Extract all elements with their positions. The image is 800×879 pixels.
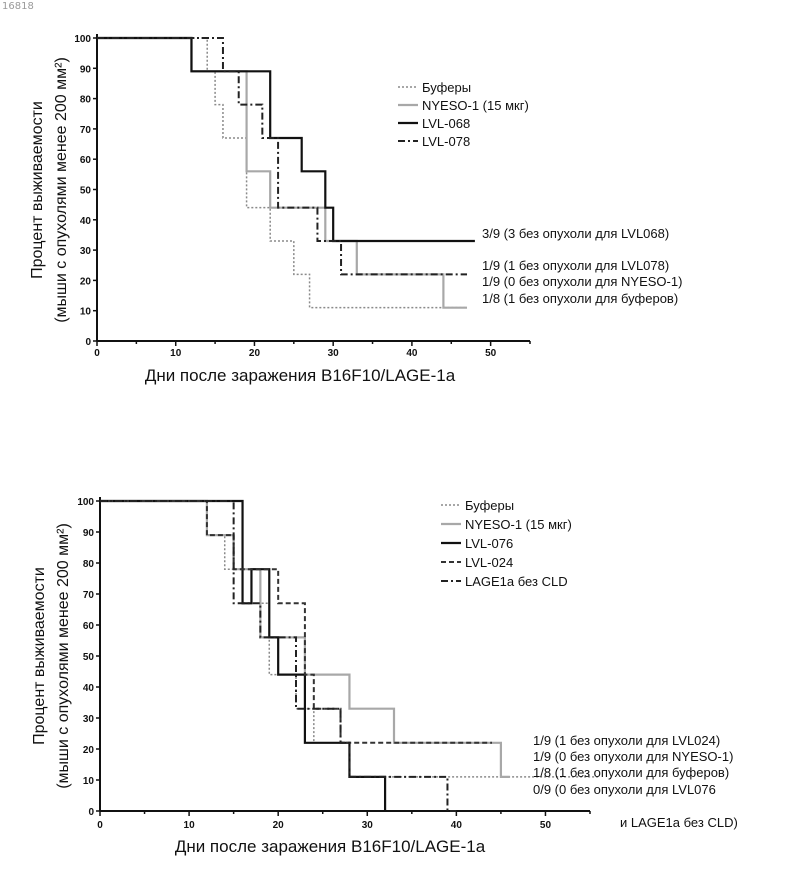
x-tick-label: 40 — [406, 348, 418, 359]
x-tick-label: 20 — [273, 820, 285, 831]
series-line-lvl-078 — [97, 38, 467, 274]
x-axis-label: Дни после заражения B16F10/LAGE-1a — [145, 366, 456, 385]
y-tick-label: 70 — [80, 125, 92, 136]
y-tick-label: 40 — [80, 216, 92, 227]
y-tick-label: 100 — [74, 34, 91, 45]
x-tick-label: 50 — [485, 348, 497, 359]
y-tick-label: 50 — [80, 186, 92, 197]
legend-entry: LAGE1a без CLD — [465, 574, 568, 589]
y-tick-label: 90 — [80, 64, 92, 75]
y-axis-label: Процент выживаемости — [31, 567, 48, 745]
annotation-label: 1/9 (0 без опухоли для NYESO-1) — [482, 274, 682, 289]
y-tick-label: 0 — [85, 337, 91, 348]
y-tick-label: 70 — [83, 590, 95, 601]
y-tick-label: 30 — [83, 714, 95, 725]
y-tick-label: 30 — [80, 246, 92, 257]
legend-entry: Буферы — [422, 80, 471, 95]
y-axis-label: Процент выживаемости — [29, 101, 46, 279]
y-tick-label: 50 — [83, 652, 95, 663]
legend-entry: NYESO-1 (15 мкг) — [465, 517, 572, 532]
legend-entry: LVL-068 — [422, 116, 470, 131]
series-line-буферы — [100, 501, 599, 777]
y-tick-label: 90 — [83, 528, 95, 539]
y-tick-label: 10 — [83, 776, 95, 787]
legend-entry: NYESO-1 (15 мкг) — [422, 98, 529, 113]
y-tick-label: 100 — [77, 497, 94, 508]
x-tick-label: 10 — [170, 348, 182, 359]
y-axis-label-secondary: (мыши с опухолями менее 200 мм²) — [55, 523, 72, 789]
y-axis-label-secondary: (мыши с опухолями менее 200 мм²) — [53, 57, 70, 323]
chart-1: 0 10 20 30 40 50 60 70 80 90 100 0 10 20 30 40 50 Буферы N… — [29, 34, 682, 385]
y-tick-label: 20 — [80, 276, 92, 287]
legend-entry: LVL-024 — [465, 555, 513, 570]
y-tick-label: 10 — [80, 307, 92, 318]
series-line-lvl-076 — [100, 501, 385, 811]
y-tick-label: 40 — [83, 683, 95, 694]
y-tick-label: 60 — [83, 621, 95, 632]
annotation-label: и LAGE1a без CLD) — [620, 815, 738, 830]
x-tick-label: 50 — [540, 820, 552, 831]
series-line-lvl-068 — [97, 38, 475, 241]
annotation-label: 0/9 (0 без опухоли для LVL076 — [533, 782, 716, 797]
x-tick-label: 30 — [328, 348, 340, 359]
x-tick-label: 0 — [94, 348, 100, 359]
chart-2: 0 10 20 30 40 50 60 70 80 90 100 0 10 20 30 40 50 Буферы N… — [31, 497, 738, 856]
y-tick-label: 0 — [88, 807, 94, 818]
x-tick-label: 30 — [362, 820, 374, 831]
x-axis-label: Дни после заражения B16F10/LAGE-1a — [175, 837, 486, 856]
annotation-label: 1/8 (1 без опухоли для буферов) — [482, 291, 678, 306]
x-tick-label: 20 — [249, 348, 261, 359]
legend-entry: LVL-076 — [465, 536, 513, 551]
series-line-nyeso-1-15-мкг- — [97, 38, 467, 308]
annotation-label: 1/8 (1 без опухоли для буферов) — [533, 765, 729, 780]
legend-entry: Буферы — [465, 498, 514, 513]
legend-entry: LVL-078 — [422, 134, 470, 149]
annotation-label: 3/9 (3 без опухоли для LVL068) — [482, 226, 669, 241]
y-tick-label: 80 — [80, 95, 92, 106]
series-line-буферы — [97, 38, 467, 308]
annotation-label: 1/9 (1 без опухоли для LVL078) — [482, 258, 669, 273]
y-tick-label: 60 — [80, 155, 92, 166]
y-tick-label: 80 — [83, 559, 95, 570]
x-tick-label: 0 — [97, 820, 103, 831]
annotation-label: 1/9 (0 без опухоли для NYESO-1) — [533, 749, 733, 764]
annotation-label: 1/9 (1 без опухоли для LVL024) — [533, 733, 720, 748]
y-tick-label: 20 — [83, 745, 95, 756]
x-tick-label: 40 — [451, 820, 463, 831]
x-tick-label: 10 — [184, 820, 196, 831]
